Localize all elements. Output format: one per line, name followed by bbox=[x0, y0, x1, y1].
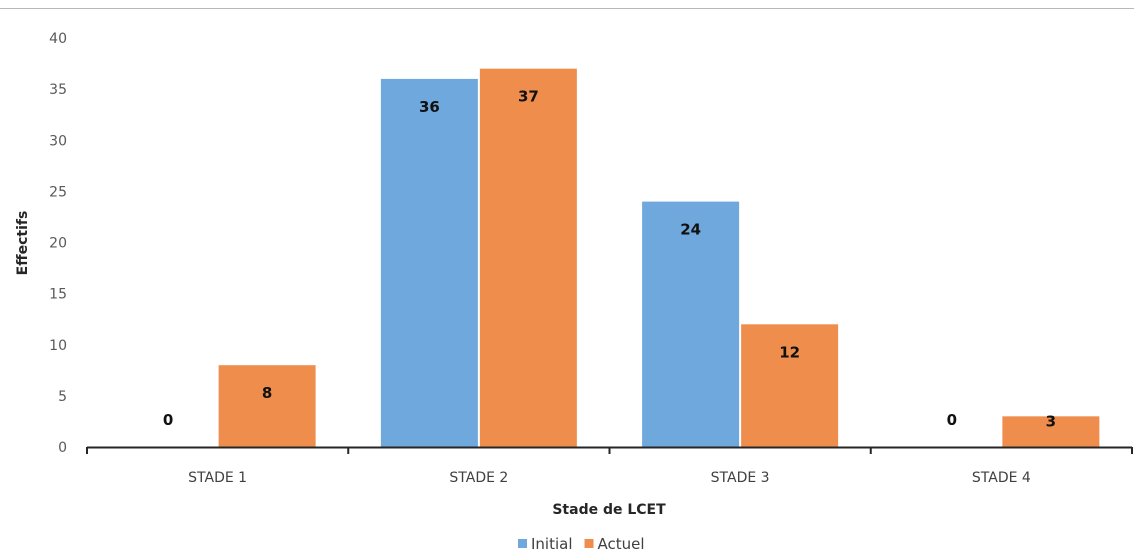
legend-label-initial: Initial bbox=[531, 535, 573, 553]
legend-label-actuel: Actuel bbox=[598, 535, 645, 553]
x-axis-title: Stade de LCET bbox=[552, 502, 666, 518]
data-label-actuel-1: 8 bbox=[262, 384, 272, 402]
data-label-actuel-4: 3 bbox=[1046, 412, 1056, 430]
top-border-line bbox=[0, 8, 1134, 9]
x-category-label: STADE 4 bbox=[972, 470, 1031, 486]
data-label-actuel-3: 12 bbox=[779, 343, 800, 361]
y-tick-label: 20 bbox=[49, 236, 67, 252]
bar-initial-2 bbox=[380, 78, 478, 448]
bar-initial-3 bbox=[642, 201, 740, 447]
data-label-initial-3: 24 bbox=[680, 221, 701, 239]
bar-actuel-4 bbox=[1002, 416, 1100, 447]
bar-actuel-3 bbox=[741, 324, 839, 447]
y-tick-label: 5 bbox=[58, 389, 67, 405]
y-tick-label: 0 bbox=[58, 440, 67, 456]
y-tick-label: 10 bbox=[49, 338, 67, 354]
y-tick-label: 25 bbox=[49, 184, 67, 200]
y-axis-title: Effectifs bbox=[15, 211, 31, 276]
legend-swatch-initial bbox=[518, 539, 527, 548]
data-label-initial-1: 0 bbox=[163, 411, 173, 429]
x-category-label: STADE 1 bbox=[188, 470, 247, 486]
legend-swatch-actuel bbox=[584, 539, 594, 548]
y-tick-label: 15 bbox=[49, 287, 67, 303]
x-category-label: STADE 3 bbox=[711, 470, 770, 486]
data-label-initial-2: 36 bbox=[419, 98, 440, 116]
bar-actuel-1 bbox=[218, 365, 316, 447]
y-tick-label: 30 bbox=[49, 133, 67, 149]
bar-actuel-2 bbox=[479, 68, 577, 448]
y-tick-label: 40 bbox=[49, 31, 67, 47]
data-label-actuel-2: 37 bbox=[518, 88, 539, 106]
data-label-initial-4: 0 bbox=[947, 411, 957, 429]
x-category-label: STADE 2 bbox=[449, 470, 508, 486]
y-tick-label: 35 bbox=[49, 82, 67, 98]
